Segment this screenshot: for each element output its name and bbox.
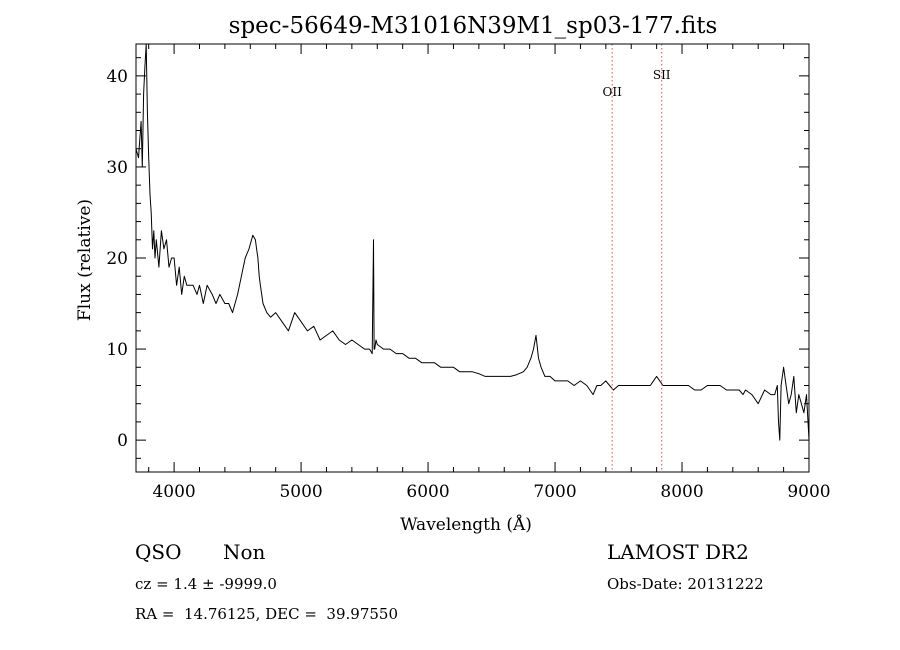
x-tick-label: 5000 xyxy=(279,482,322,502)
object-subclass: Non xyxy=(223,540,266,564)
redshift-cz: cz = 1.4 ± -9999.0 xyxy=(135,575,277,593)
ra-dec-coordinates: RA = 14.76125, DEC = 39.97550 xyxy=(135,605,399,623)
x-tick-label: 8000 xyxy=(660,482,703,502)
y-tick-label: 30 xyxy=(106,158,128,178)
plot-frame xyxy=(135,43,810,473)
x-tick-label: 6000 xyxy=(406,482,449,502)
x-tick-label: 7000 xyxy=(533,482,576,502)
x-tick-label: 9000 xyxy=(787,482,830,502)
x-axis-label: Wavelength (Å) xyxy=(400,514,532,535)
y-axis-label: Flux (relative) xyxy=(75,199,95,321)
y-tick-label: 0 xyxy=(117,431,128,451)
marker-label-oii: OII xyxy=(603,85,623,99)
y-tick-label: 20 xyxy=(106,249,128,269)
survey-name: LAMOST DR2 xyxy=(607,540,749,564)
spectrum-line xyxy=(135,43,810,441)
observation-date: Obs-Date: 20131222 xyxy=(607,575,764,593)
y-tick-label: 40 xyxy=(106,67,128,87)
chart-title: spec-56649-M31016N39M1_sp03-177.fits xyxy=(229,13,718,39)
x-tick-label: 4000 xyxy=(152,482,195,502)
marker-label-sii: SII xyxy=(653,68,671,82)
object-class: QSO xyxy=(135,540,182,564)
y-tick-label: 10 xyxy=(106,340,128,360)
